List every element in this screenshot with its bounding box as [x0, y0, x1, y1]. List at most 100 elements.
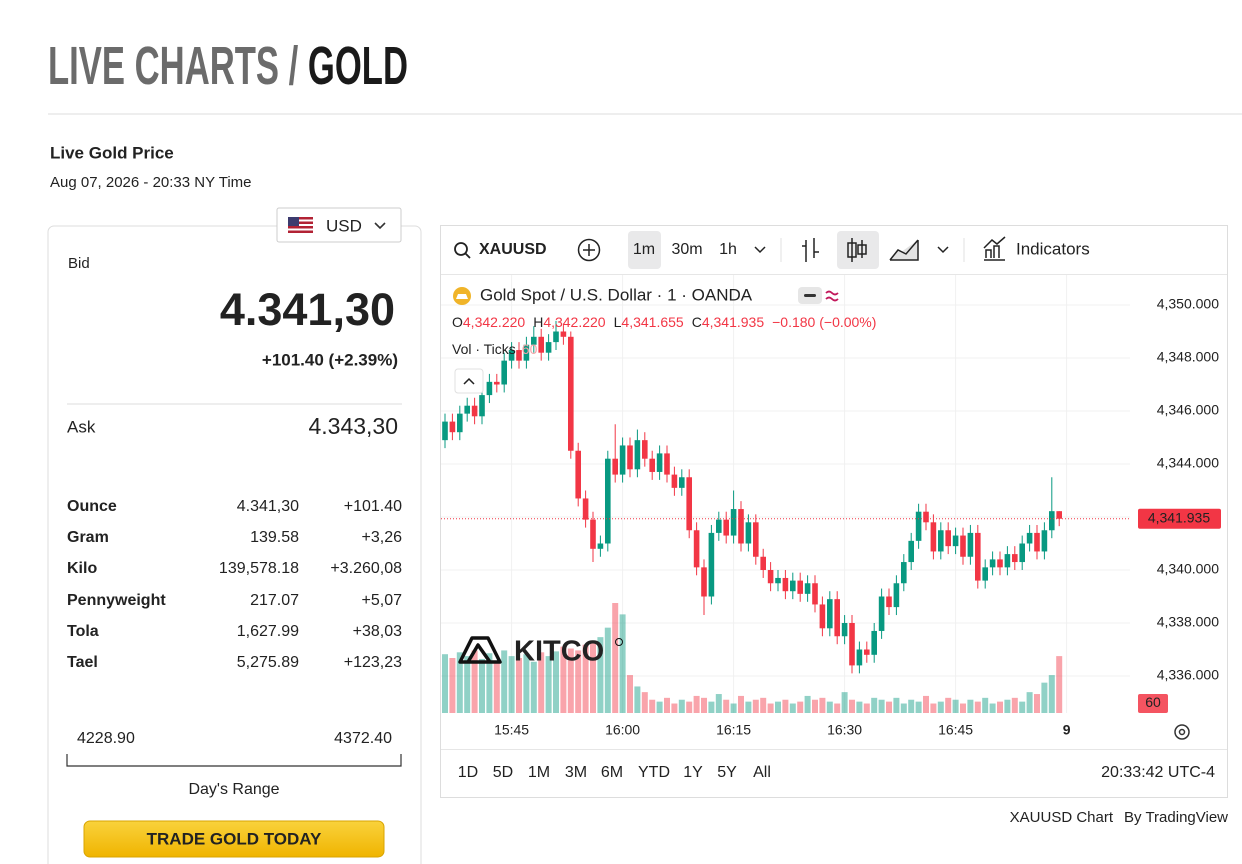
compare-button[interactable] [577, 238, 601, 262]
range-button[interactable]: 3M [565, 764, 587, 781]
unit-name: Gram [67, 529, 109, 546]
candle-body [568, 336, 574, 451]
volume-bar [619, 614, 626, 713]
currency-select[interactable]: USD [276, 207, 402, 243]
interval-buttons: 1m 30m 1h [633, 241, 737, 258]
candle-body [827, 599, 833, 629]
interval-button[interactable]: 1m [633, 241, 655, 258]
volume-bar [664, 697, 670, 713]
candle-body [686, 477, 692, 531]
watermark-text: KITCO [514, 636, 604, 668]
collapse-icon [463, 377, 475, 385]
volume-bar [997, 701, 1003, 713]
candle-body [1056, 511, 1062, 519]
candle-body [782, 577, 789, 592]
last-price-tag [1138, 508, 1221, 529]
unit-change: +123,23 [344, 654, 402, 671]
unit-price: 217.07 [250, 592, 299, 609]
candle-body [975, 532, 981, 581]
candle-body [642, 440, 648, 459]
symbol-search[interactable]: XAUUSD [454, 241, 547, 259]
volume-bar [923, 695, 929, 713]
interval-button[interactable]: 30m [671, 241, 702, 258]
candle-body [716, 519, 722, 533]
volume-bar [627, 675, 633, 713]
range-button[interactable]: 5D [493, 764, 513, 781]
interval-button[interactable]: 1h [719, 241, 737, 258]
candle-body [486, 381, 493, 396]
candle-body [597, 543, 604, 549]
unit-name: Tola [67, 623, 99, 640]
candle-body [508, 350, 515, 361]
candle-body [878, 596, 885, 631]
candle-body [960, 535, 966, 557]
indicators-button[interactable]: Indicators [983, 236, 1090, 261]
range-button[interactable]: 1Y [683, 764, 703, 781]
volume-bar [900, 703, 907, 713]
volume-bar [493, 660, 500, 713]
volume-bar [1011, 697, 1018, 713]
volume-bar [560, 646, 567, 713]
candle-body [908, 540, 914, 563]
legend-symbol: Gold Spot / U.S. Dollar · 1 · OANDA [480, 285, 753, 304]
volume-bar [715, 694, 722, 713]
candle-body [723, 519, 729, 536]
volume-bar [641, 692, 648, 713]
x-tick-label: 16:00 [605, 722, 640, 738]
volume-bar [479, 658, 485, 713]
candle-body [1034, 532, 1040, 552]
candle-body [464, 405, 470, 414]
volume-bar [530, 661, 537, 713]
range-button[interactable]: 5Y [717, 764, 737, 781]
x-tick-label: 16:45 [938, 722, 973, 738]
volume-bar [982, 697, 989, 713]
volume-bar [752, 699, 759, 713]
volume-bar [849, 699, 855, 713]
collapse-button[interactable] [454, 368, 484, 394]
range-button[interactable]: 6M [601, 764, 623, 781]
volume-bar [501, 650, 508, 713]
volume-bar [1056, 656, 1063, 713]
candle-body [997, 559, 1003, 568]
candle-body [479, 395, 485, 417]
chevron-icon [374, 222, 386, 230]
volume-bar [967, 699, 974, 713]
volume-bar [745, 701, 752, 713]
candle-body [612, 458, 618, 475]
bid-change: +101.40 (+2.39%) [262, 350, 398, 369]
currency-label: USD [326, 216, 362, 235]
volume-bar [760, 697, 767, 713]
volume-bar [871, 697, 878, 713]
footer-link[interactable]: XAUUSD Chart [1010, 809, 1114, 826]
range-button[interactable]: 1D [458, 764, 478, 781]
volume-bar [597, 637, 604, 713]
style-menu[interactable] [937, 246, 949, 254]
unit-name: Kilo [67, 560, 97, 577]
bars-icon[interactable] [802, 238, 819, 262]
range-button[interactable]: YTD [638, 764, 670, 781]
volume-bar [582, 644, 589, 713]
volume-bar [812, 699, 818, 713]
candle-body [575, 450, 581, 499]
range-button[interactable]: All [753, 764, 771, 781]
candle-body [671, 474, 678, 488]
volume-bar [937, 701, 944, 713]
interval-menu[interactable] [754, 246, 766, 254]
candle-body [989, 559, 996, 568]
area-icon[interactable] [889, 239, 919, 261]
candle-body [1012, 554, 1018, 563]
settings-button[interactable] [1174, 724, 1190, 740]
candle-body [982, 567, 988, 581]
volume-bar [1019, 701, 1026, 713]
candle-body [1049, 511, 1055, 531]
trade-button[interactable]: TRADE GOLD TODAY [83, 820, 385, 858]
candle-body [767, 570, 774, 584]
volume-bar [863, 703, 870, 713]
candle-body [560, 331, 567, 337]
x-tick-label: 16:15 [716, 722, 751, 738]
volume-bar [1041, 682, 1048, 713]
candle-body [871, 630, 877, 655]
candle-body [649, 458, 655, 472]
volume-bar [878, 699, 885, 713]
range-button[interactable]: 1M [528, 764, 550, 781]
